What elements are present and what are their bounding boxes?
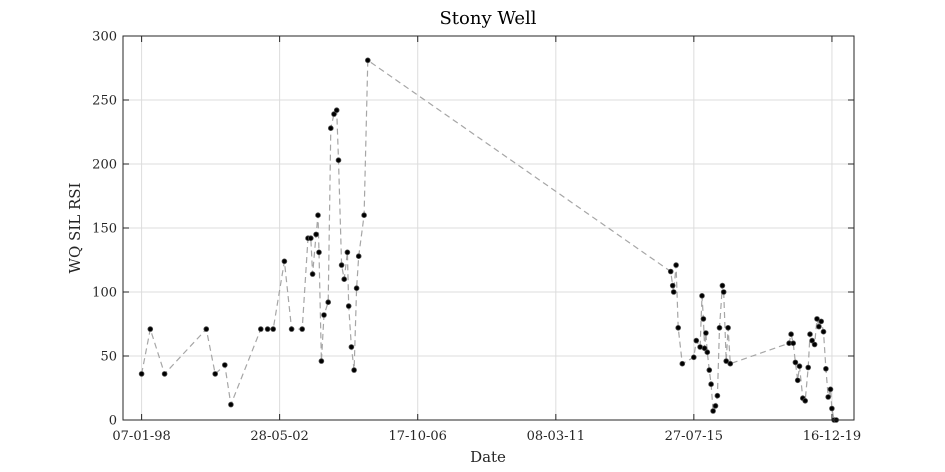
data-point [790, 340, 796, 347]
data-point [212, 371, 219, 377]
data-point [807, 331, 813, 338]
data-point [327, 125, 334, 131]
y-tick-label: 250 [92, 94, 117, 109]
data-point [138, 371, 145, 377]
data-point [161, 371, 168, 377]
data-point [727, 360, 734, 367]
x-tick-label: 17-10-06 [389, 429, 447, 444]
data-point [829, 405, 835, 412]
series-line [141, 59, 837, 421]
chart-title: Stony Well [439, 8, 536, 29]
data-point [699, 292, 705, 299]
data-point [816, 323, 822, 330]
data-point [700, 316, 707, 322]
data-point [725, 324, 731, 331]
data-point [823, 365, 829, 372]
y-tick-label: 150 [92, 222, 117, 237]
data-series [138, 57, 839, 423]
data-point [288, 326, 295, 332]
x-tick-label: 27-07-15 [665, 429, 723, 444]
data-point [351, 367, 357, 373]
data-point [313, 231, 319, 238]
data-point [820, 328, 827, 335]
data-point [318, 358, 325, 364]
data-point [673, 262, 679, 268]
data-point [788, 331, 794, 338]
data-point [307, 235, 314, 242]
x-tick-label: 16-12-19 [803, 429, 861, 444]
data-point [270, 326, 277, 332]
x-tick-label: 08-03-11 [527, 429, 585, 444]
data-point [338, 262, 345, 268]
data-point [690, 354, 697, 361]
data-point [827, 386, 834, 393]
data-point [814, 316, 820, 322]
data-point [720, 289, 727, 295]
data-point [710, 408, 716, 414]
y-tick-label: 300 [92, 30, 117, 45]
data-point [335, 157, 342, 164]
y-tick-label: 50 [100, 350, 117, 365]
data-point [723, 358, 729, 364]
x-axis-title: Date [470, 448, 506, 466]
data-point [348, 344, 355, 350]
data-point [679, 360, 686, 367]
data-point [706, 367, 713, 373]
data-point [341, 276, 348, 283]
data-point [697, 344, 703, 350]
data-point [315, 212, 321, 219]
data-point [331, 111, 337, 117]
data-point [333, 107, 340, 113]
data-point [719, 282, 726, 289]
data-point [257, 326, 264, 332]
data-point [703, 330, 709, 336]
data-point [364, 57, 371, 64]
x-tick-label: 07-01-98 [112, 429, 170, 444]
grid-lines [123, 35, 854, 421]
data-point [712, 403, 719, 409]
data-point [670, 289, 677, 295]
data-point [228, 401, 234, 408]
data-point [792, 359, 799, 366]
data-point [669, 282, 676, 289]
y-tick-label: 0 [109, 414, 117, 429]
data-point [264, 326, 271, 332]
data-point [147, 326, 154, 332]
data-point [805, 364, 811, 371]
data-point [796, 363, 803, 370]
data-point [299, 326, 306, 332]
data-point [714, 392, 721, 399]
data-point [716, 324, 723, 331]
data-point [281, 258, 288, 265]
data-point [325, 299, 332, 306]
data-point [708, 381, 714, 388]
data-point [321, 312, 327, 318]
data-point [818, 318, 824, 325]
y-tick-label: 100 [92, 286, 117, 301]
axis-ticks: 0 50 100 150 200 250 300 07-01-98 28-05-02 17-10-… [92, 30, 861, 445]
x-tick-label: 28-05-02 [250, 429, 308, 444]
y-axis-title: WQ SIL RSI [66, 182, 84, 273]
data-point [345, 303, 352, 309]
data-point [794, 377, 801, 384]
data-point [825, 394, 831, 400]
data-point [675, 324, 681, 331]
data-point [361, 212, 367, 219]
data-point [203, 326, 210, 332]
data-point [802, 397, 808, 404]
data-point [701, 345, 708, 352]
data-point [811, 341, 818, 348]
data-point [316, 249, 322, 256]
data-point [344, 249, 351, 256]
data-point [704, 349, 711, 356]
data-point [693, 337, 700, 344]
data-point [355, 253, 362, 260]
data-point [353, 285, 360, 292]
data-point [309, 271, 316, 277]
y-tick-label: 200 [92, 158, 117, 173]
data-point [667, 268, 674, 275]
data-point [809, 337, 815, 344]
data-point [222, 362, 228, 368]
